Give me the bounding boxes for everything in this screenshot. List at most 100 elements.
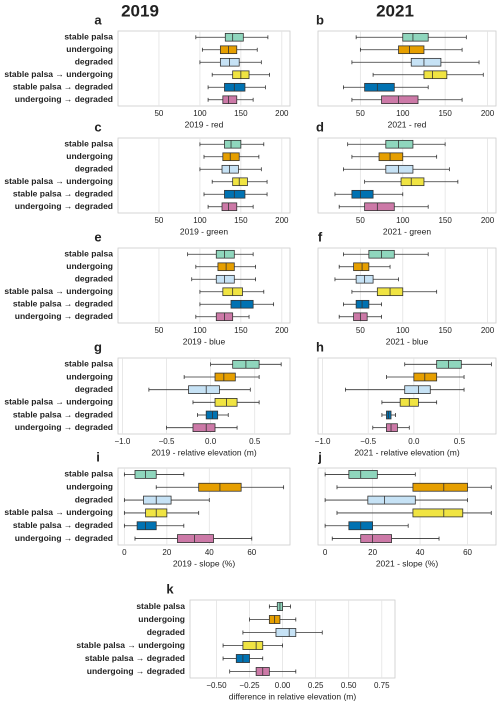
category-label: undergoing → degraded: [15, 94, 113, 104]
x-tick-label: −0.5: [360, 437, 376, 446]
x-axis-label: 2021 - slope (%): [376, 558, 439, 568]
plot-area: [117, 357, 291, 435]
x-tick-label: 200: [481, 109, 495, 118]
box: [230, 299, 254, 309]
x-tick-label: −0.25: [239, 681, 260, 690]
plot-area: [317, 467, 497, 546]
panel-label: b: [316, 12, 324, 27]
x-tick-label: −1.0: [315, 437, 331, 446]
x-tick-label: 50: [356, 326, 365, 335]
category-label: stable palsa: [64, 359, 113, 369]
x-tick-label: 200: [481, 326, 495, 335]
box: [177, 534, 214, 543]
x-tick-label: 0.5: [249, 437, 261, 446]
box: [224, 139, 242, 149]
plot-area: [117, 247, 291, 324]
box: [385, 164, 414, 174]
box: [412, 508, 464, 518]
box: [188, 385, 220, 394]
panel-label: c: [94, 119, 101, 134]
column-header: 2021: [376, 1, 414, 20]
box: [412, 482, 468, 492]
panel-label: a: [94, 12, 102, 27]
x-tick-label: 0.5: [454, 437, 466, 446]
box: [275, 628, 297, 637]
category-label: undergoing: [66, 261, 113, 271]
x-tick-label: 100: [193, 216, 207, 225]
category-label: stable palsa: [64, 139, 113, 149]
plot-area: [117, 467, 291, 546]
box: [436, 360, 462, 369]
category-label: undergoing: [138, 614, 185, 624]
category-label: undergoing: [66, 482, 113, 492]
x-tick-label: 0: [323, 548, 328, 557]
x-tick-label: 0.00: [275, 681, 291, 690]
box: [136, 521, 157, 531]
category-label: stable palsa → undergoing: [4, 397, 113, 407]
box: [222, 95, 238, 105]
x-tick-label: 40: [205, 548, 214, 557]
x-tick-label: 50: [154, 109, 163, 118]
x-tick-label: 60: [463, 548, 472, 557]
box: [400, 177, 425, 187]
x-axis-label: difference in relative elevation (m): [229, 691, 357, 701]
x-axis-label: 2019 - relative elevation (m): [151, 447, 257, 457]
plot-area: [317, 357, 497, 435]
box: [215, 274, 235, 284]
box: [221, 202, 238, 212]
category-label: stable palsa → undergoing: [4, 69, 113, 79]
category-label: undergoing → degraded: [87, 666, 185, 676]
x-tick-label: 150: [438, 109, 452, 118]
plot-area: [317, 247, 497, 324]
x-tick-label: 100: [396, 109, 410, 118]
box: [214, 398, 238, 407]
x-axis-label: 2019 - green: [180, 226, 228, 236]
box: [364, 202, 395, 212]
box: [413, 372, 438, 382]
x-tick-label: 0.50: [341, 681, 357, 690]
box: [224, 32, 244, 42]
x-axis-label: 2021 - green: [383, 226, 431, 236]
category-label: stable palsa → undergoing: [76, 640, 185, 650]
category-label: stable palsa → degraded: [13, 189, 113, 199]
category-label: degraded: [75, 164, 113, 174]
category-label: stable palsa → degraded: [13, 82, 113, 92]
x-tick-label: 200: [481, 216, 495, 225]
x-tick-label: −0.5: [159, 437, 175, 446]
panel-label: j: [317, 449, 322, 464]
panel-label: f: [318, 229, 323, 244]
box: [386, 410, 392, 420]
x-tick-label: 0.0: [205, 437, 217, 446]
category-label: undergoing → degraded: [15, 201, 113, 211]
category-label: undergoing → degraded: [15, 533, 113, 543]
x-tick-label: 20: [162, 548, 171, 557]
box: [364, 82, 395, 92]
x-tick-label: 60: [247, 548, 256, 557]
box: [402, 32, 429, 42]
box: [215, 249, 235, 259]
x-tick-label: 150: [234, 216, 248, 225]
panel-label: g: [94, 339, 102, 354]
x-tick-label: 200: [275, 216, 289, 225]
category-label: stable palsa → degraded: [13, 299, 113, 309]
x-axis-label: 2019 - red: [185, 119, 224, 129]
column-header: 2019: [121, 1, 159, 20]
plot-area: [317, 30, 497, 107]
box: [398, 45, 425, 55]
x-tick-label: 150: [438, 326, 452, 335]
x-axis-label: 2019 - slope (%): [173, 558, 236, 568]
box: [367, 495, 416, 505]
x-tick-label: 0.75: [374, 681, 390, 690]
plot-area: [117, 30, 291, 107]
panel-label: h: [316, 339, 324, 354]
x-tick-label: −1.0: [115, 437, 131, 446]
category-label: stable palsa: [64, 249, 113, 259]
x-tick-label: 0: [122, 548, 127, 557]
x-axis-label: 2021 - blue: [386, 336, 429, 346]
box: [192, 423, 216, 432]
category-label: stable palsa → degraded: [85, 653, 185, 663]
x-tick-label: −0.50: [206, 681, 227, 690]
x-tick-label: 50: [356, 109, 365, 118]
